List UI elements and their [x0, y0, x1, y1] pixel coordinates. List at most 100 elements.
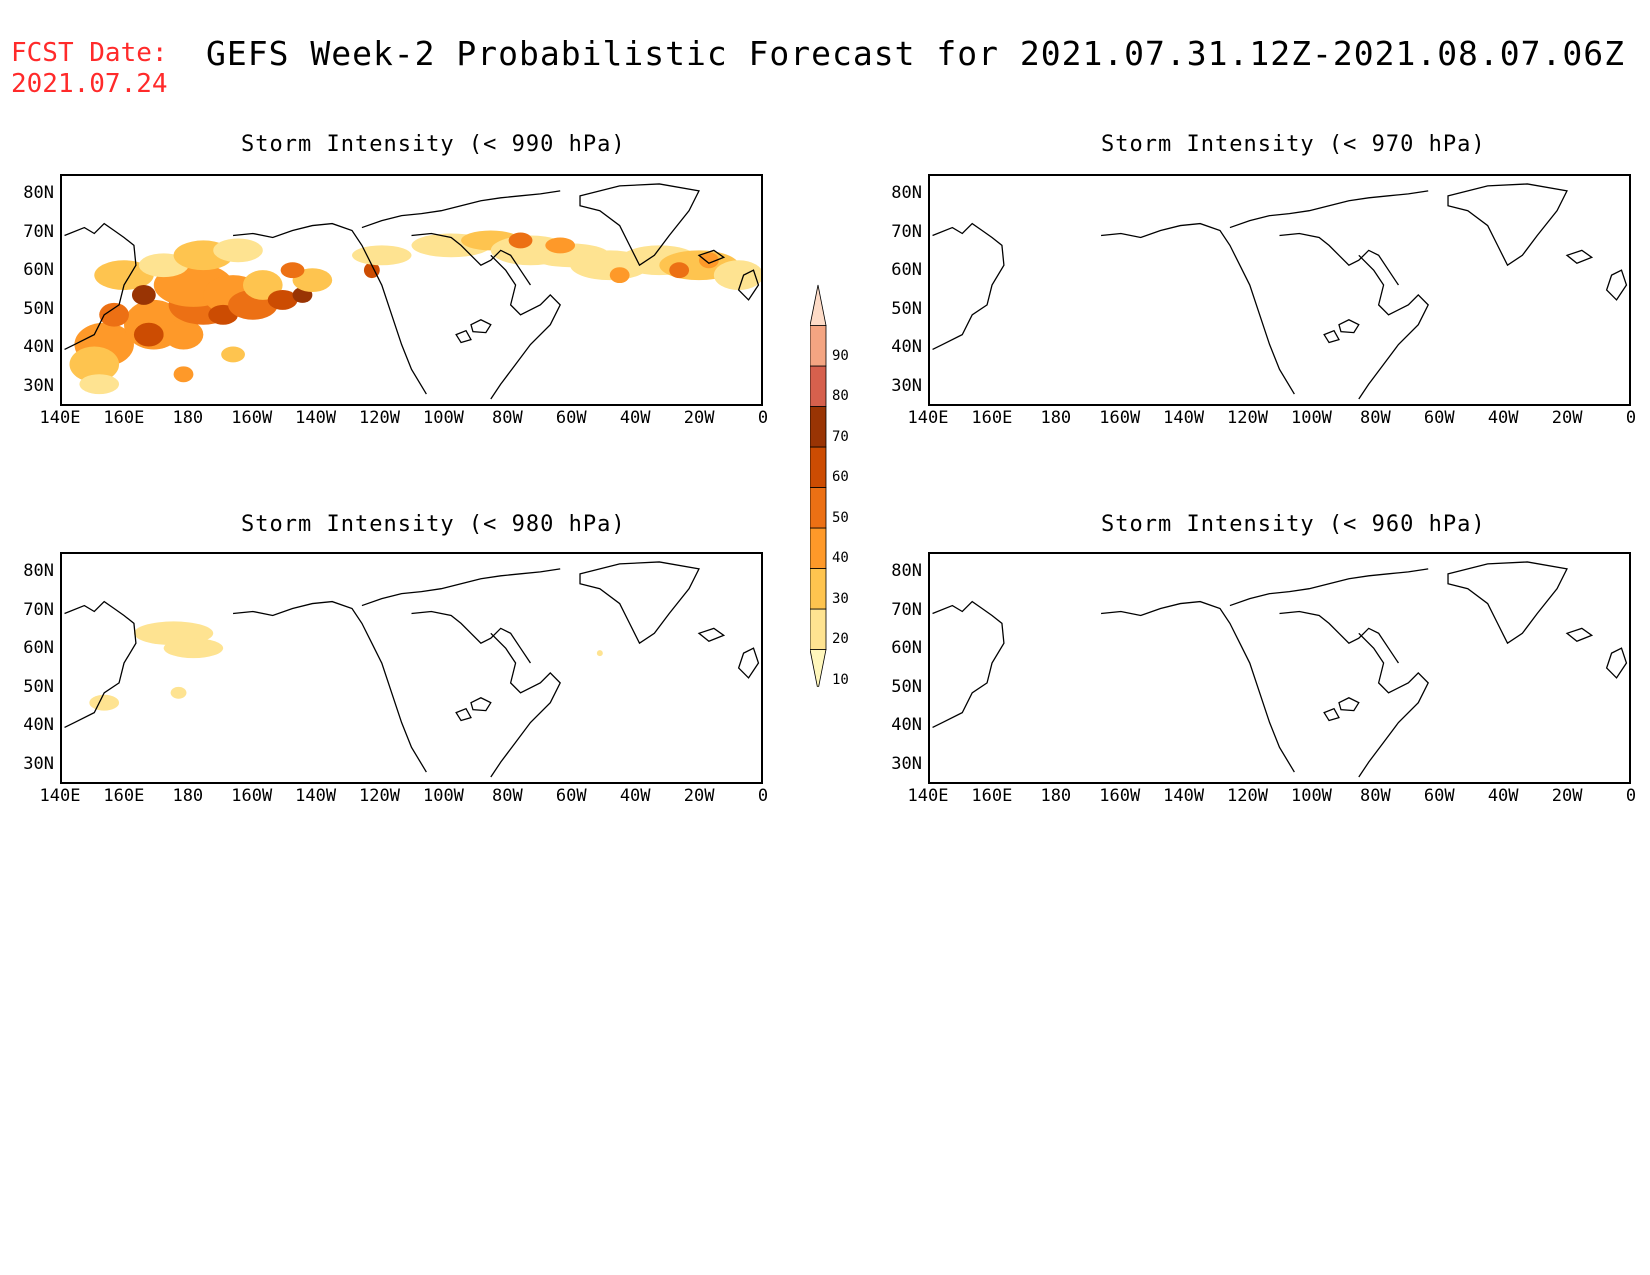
- lon-tick-label: 140E: [907, 786, 949, 806]
- lon-tick-label: 60W: [1423, 786, 1455, 806]
- lon-tick-label: 20W: [1551, 408, 1583, 428]
- lon-tick-label: 20W: [683, 408, 715, 428]
- coastline: [737, 647, 760, 679]
- coastline: [455, 707, 472, 722]
- coastline: [1605, 269, 1628, 301]
- probability-cell: [170, 686, 187, 699]
- lon-tick-label: 180: [1040, 408, 1072, 428]
- coastline: [470, 319, 492, 334]
- forecast-date-value: 2021.07.24: [11, 69, 168, 99]
- coastline: [697, 627, 726, 642]
- panel-title: Storm Intensity (< 970 hPa): [1101, 132, 1486, 157]
- lon-tick-label: 40W: [619, 408, 651, 428]
- lon-tick-label: 160W: [1099, 786, 1141, 806]
- probability-cell: [669, 262, 690, 279]
- lon-tick-label: 80W: [1360, 408, 1391, 428]
- colorbar-swatch: [810, 649, 827, 687]
- probability-cell: [267, 290, 298, 310]
- probability-cell: [133, 322, 164, 347]
- forecast-date-label: FCST Date:: [11, 38, 168, 68]
- lat-tick-label: 40N: [23, 715, 54, 735]
- probability-cell: [79, 374, 120, 395]
- lat-tick-label: 60N: [23, 260, 54, 280]
- coastline: [1447, 183, 1568, 267]
- colorbar-swatch: [810, 487, 827, 529]
- lat-tick-label: 80N: [23, 183, 54, 203]
- colorbar-swatch: [810, 568, 827, 610]
- colorbar-label: 50: [832, 509, 849, 526]
- lon-tick-label: 180: [172, 408, 204, 428]
- lon-tick-label: 20W: [683, 786, 715, 806]
- lon-tick-label: 100W: [422, 408, 464, 428]
- coastline: [1358, 632, 1429, 778]
- probability-cell: [69, 346, 120, 383]
- coastline: [1338, 319, 1360, 334]
- lon-tick-label: 0: [757, 786, 769, 806]
- probability-cell: [609, 267, 630, 284]
- probability-cell: [508, 232, 533, 249]
- panel-title: Storm Intensity (< 990 hPa): [241, 132, 626, 157]
- lon-tick-label: 100W: [1290, 408, 1332, 428]
- coastline: [1358, 254, 1429, 400]
- panel-title: Storm Intensity (< 960 hPa): [1101, 512, 1486, 537]
- coastline: [1565, 627, 1594, 642]
- probability-cell: [280, 262, 305, 279]
- coastline: [1279, 610, 1399, 664]
- lon-tick-label: 40W: [1487, 786, 1519, 806]
- colorbar-swatch: [810, 406, 827, 448]
- colorbar-label: 30: [832, 590, 849, 607]
- lon-tick-label: 20W: [1551, 786, 1583, 806]
- lon-tick-label: 180: [1040, 786, 1072, 806]
- coastline: [1565, 249, 1594, 264]
- lat-tick-label: 30N: [891, 375, 922, 396]
- coastline: [1605, 647, 1628, 679]
- map-svg: [64, 183, 761, 400]
- lon-tick-label: 140W: [295, 408, 337, 428]
- coastline: [1101, 222, 1295, 395]
- probability-cell: [89, 694, 120, 711]
- coastline: [1229, 190, 1429, 229]
- lon-tick-label: 80W: [492, 408, 523, 428]
- lon-tick-label: 120W: [1227, 786, 1268, 806]
- probability-cell: [173, 366, 194, 383]
- probability-cell: [242, 270, 283, 300]
- lon-tick-label: 0: [1625, 786, 1637, 806]
- lon-tick-label: 160E: [971, 408, 1013, 428]
- probability-cell: [163, 319, 204, 350]
- lon-tick-label: 100W: [1290, 786, 1332, 806]
- lon-tick-label: 40W: [1487, 408, 1519, 428]
- coastline: [1323, 329, 1340, 344]
- map-svg: [64, 561, 760, 778]
- forecast-date: FCST Date: 2021.07.24: [11, 38, 168, 100]
- lat-tick-label: 70N: [891, 221, 922, 242]
- colorbar-svg: [810, 284, 827, 687]
- lon-tick-label: 140E: [39, 786, 81, 806]
- coastline: [64, 222, 137, 351]
- probability-cell: [163, 638, 224, 659]
- coastline: [64, 600, 137, 729]
- coastline: [1229, 568, 1429, 607]
- colorbar-label: 40: [832, 550, 849, 566]
- coastline: [490, 632, 561, 778]
- coastline: [1323, 707, 1340, 722]
- lon-tick-label: 140W: [1163, 786, 1205, 806]
- colorbar-swatch: [810, 527, 827, 569]
- probability-cell: [99, 302, 129, 327]
- lat-tick-label: 30N: [23, 753, 54, 774]
- lat-tick-label: 60N: [891, 638, 922, 658]
- page-title: GEFS Week-2 Probabilistic Forecast for 2…: [206, 34, 1626, 73]
- lon-tick-label: 80W: [1360, 786, 1391, 806]
- lon-tick-label: 160E: [103, 786, 145, 806]
- lon-tick-label: 140E: [907, 408, 949, 428]
- colorbar-label: 60: [832, 469, 849, 485]
- lon-tick-label: 60W: [555, 408, 587, 428]
- map-plot: [928, 174, 1631, 406]
- probability-cell: [131, 285, 156, 305]
- probability-cell: [352, 245, 412, 266]
- probability-cell: [713, 260, 761, 290]
- probability-cell: [221, 346, 245, 363]
- lon-tick-label: 160W: [231, 786, 273, 806]
- coastline: [1447, 561, 1568, 645]
- lat-tick-label: 70N: [891, 599, 922, 620]
- lat-tick-label: 50N: [23, 676, 54, 697]
